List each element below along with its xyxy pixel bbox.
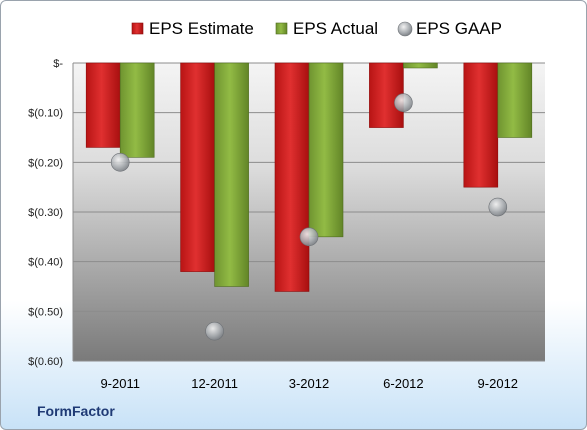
bar-eps-estimate xyxy=(180,62,215,272)
x-tick-label: 6-2012 xyxy=(383,376,423,391)
y-tick-label: $(0.20) xyxy=(28,157,63,169)
bar-eps-estimate xyxy=(463,62,499,188)
legend-swatch xyxy=(131,22,144,35)
y-tick-label: $- xyxy=(53,58,63,70)
bar-eps-actual xyxy=(214,62,249,287)
y-tick-label: $(0.30) xyxy=(28,207,63,219)
marker-eps-gaap xyxy=(299,227,319,247)
bar-eps-actual xyxy=(403,62,438,69)
bar-eps-estimate xyxy=(369,62,404,128)
x-tick-label: 3-2012 xyxy=(289,376,329,391)
legend-swatch xyxy=(275,22,288,35)
x-tick-label: 9-2012 xyxy=(478,376,518,391)
company-name: FormFactor xyxy=(37,403,115,419)
legend-swatch xyxy=(397,21,413,37)
marker-eps-gaap xyxy=(488,197,508,217)
legend-label: EPS Actual xyxy=(293,19,378,38)
marker-eps-gaap xyxy=(205,321,224,341)
y-tick-label: $(0.10) xyxy=(28,108,63,120)
legend-label: EPS GAAP xyxy=(416,19,502,38)
bar-eps-actual xyxy=(119,62,155,158)
marker-eps-gaap xyxy=(394,93,413,113)
x-tick-label: 12-2011 xyxy=(191,376,238,391)
y-tick-label: $(0.50) xyxy=(28,306,63,318)
bar-eps-estimate xyxy=(274,62,310,292)
legend-label: EPS Estimate xyxy=(149,19,254,38)
y-tick-label: $(0.40) xyxy=(28,257,63,269)
y-tick-label: $(0.60) xyxy=(28,356,63,368)
bar-eps-actual xyxy=(308,62,344,238)
marker-eps-gaap xyxy=(110,153,130,172)
bar-eps-estimate xyxy=(85,62,121,148)
bar-eps-actual xyxy=(497,62,533,138)
x-tick-label: 9-2011 xyxy=(100,376,140,391)
